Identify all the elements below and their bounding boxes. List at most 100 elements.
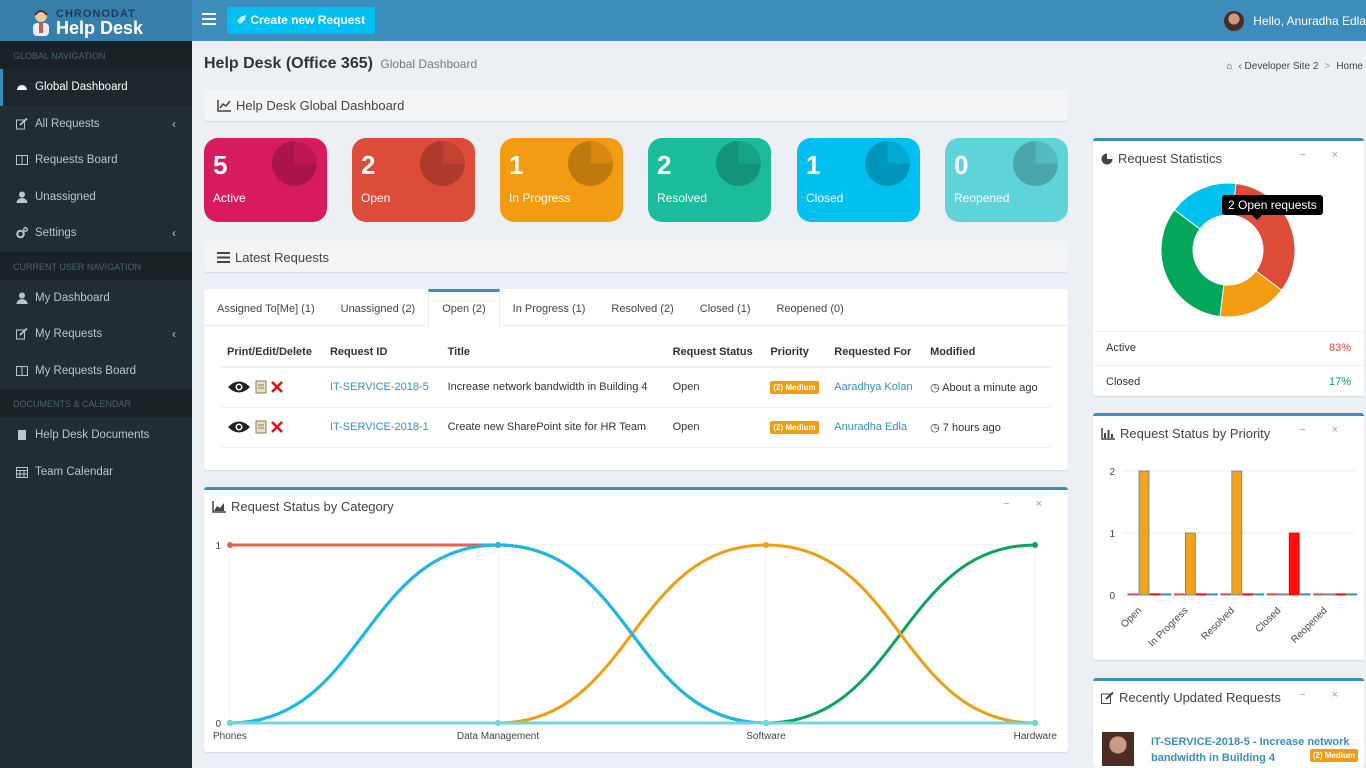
breadcrumb: ⌂ ‹ Developer Site 2 > Home <box>1226 61 1363 72</box>
close-icon[interactable]: × <box>1035 498 1042 510</box>
breadcrumb-site[interactable]: ‹ Developer Site 2 <box>1238 61 1319 72</box>
clock-icon: ◷ <box>930 381 940 394</box>
table-row: IT-SERVICE-2018-5 Increase network bandw… <box>221 367 1051 408</box>
request-id-link[interactable]: IT-SERVICE-2018-1 <box>329 421 429 433</box>
top-navbar: CHRONODAT Help Desk ✐ Create new Request… <box>0 0 1366 41</box>
create-request-label: Create new Request <box>250 13 366 27</box>
eye-icon[interactable] <box>227 420 251 434</box>
bar-reopened[interactable] <box>1324 593 1336 596</box>
close-icon[interactable]: × <box>1331 149 1338 161</box>
x-tick-label: Resolved <box>1200 605 1237 642</box>
column-header: Priority <box>764 342 829 368</box>
tab-open-2[interactable]: Open (2) <box>428 289 500 327</box>
sidebar-item-help-desk-documents[interactable]: Help Desk Documents <box>0 417 192 454</box>
sidebar-item-settings[interactable]: Settings ‹ <box>0 215 192 252</box>
data-point[interactable] <box>1032 542 1038 548</box>
bar-open[interactable] <box>1160 593 1172 596</box>
y-tick-label: 0 <box>1109 591 1115 602</box>
requested-for-link[interactable]: Anuradha Edla <box>834 421 908 433</box>
tab-in-progress-1[interactable]: In Progress (1) <box>512 303 586 315</box>
bar-resolved[interactable] <box>1242 593 1254 596</box>
stat-tile-reopened[interactable]: 0 Reopened <box>945 138 1068 222</box>
recent-item-link[interactable]: IT-SERVICE-2018-5 - Increase network ban… <box>1151 736 1350 764</box>
user-menu[interactable]: Hello, Anuradha Edla <box>1224 0 1366 41</box>
bar-reopened[interactable] <box>1335 593 1347 596</box>
data-point[interactable] <box>763 720 769 726</box>
tab-reopened-0[interactable]: Reopened (0) <box>776 303 844 315</box>
edit-document-icon[interactable] <box>254 380 268 394</box>
bar-closed[interactable] <box>1266 593 1278 596</box>
tile-count: 2 <box>657 150 672 180</box>
donut-slice-closed[interactable] <box>1173 182 1237 230</box>
stat-tile-closed[interactable]: 1 Closed <box>797 138 920 222</box>
collapse-icon[interactable]: − <box>1299 689 1306 701</box>
bar-open[interactable] <box>1149 593 1161 596</box>
delete-icon[interactable] <box>271 381 283 394</box>
tab-resolved-2[interactable]: Resolved (2) <box>611 303 674 315</box>
tab-closed-1[interactable]: Closed (1) <box>699 303 751 315</box>
stat-tile-open[interactable]: 2 Open <box>352 138 475 222</box>
donut-slice-resolved[interactable] <box>1160 209 1225 318</box>
priority-badge: (2) Medium <box>770 420 819 434</box>
edit-document-icon[interactable] <box>254 420 268 434</box>
data-point[interactable] <box>1032 720 1038 726</box>
bar-open[interactable] <box>1138 470 1150 596</box>
tab-unassigned-2[interactable]: Unassigned (2) <box>340 303 416 315</box>
series-line[interactable] <box>229 543 1035 725</box>
app-logo[interactable]: CHRONODAT Help Desk <box>0 0 192 41</box>
eye-icon[interactable] <box>227 380 251 394</box>
bar-closed[interactable] <box>1299 593 1311 596</box>
collapse-icon[interactable]: − <box>1299 149 1306 161</box>
sidebar-item-global-dashboard[interactable]: Global Dashboard <box>0 69 192 106</box>
sidebar-item-requests-board[interactable]: Requests Board <box>0 142 192 179</box>
bar-in-progress[interactable] <box>1185 532 1196 596</box>
dashboard-header-title: Help Desk Global Dashboard <box>236 98 405 113</box>
bar-resolved[interactable] <box>1231 470 1243 596</box>
bar-in-progress[interactable] <box>1174 593 1185 596</box>
brand-name: Help Desk <box>56 18 144 38</box>
create-request-button[interactable]: ✐ Create new Request <box>227 7 376 34</box>
sidebar-item-label: Unassigned <box>35 190 96 203</box>
request-id-link[interactable]: IT-SERVICE-2018-5 <box>329 381 429 394</box>
bar-resolved[interactable] <box>1253 593 1265 596</box>
bar-in-progress[interactable] <box>1196 593 1207 596</box>
bar-in-progress[interactable] <box>1207 593 1218 596</box>
requested-for-link[interactable]: Aaradhya Kolan <box>834 381 913 394</box>
sidebar-item-unassigned[interactable]: Unassigned <box>0 179 192 216</box>
delete-icon[interactable] <box>271 421 283 433</box>
columns-icon <box>16 365 28 377</box>
column-header: Request Status <box>666 342 765 368</box>
home-icon[interactable]: ⌂ <box>1226 61 1233 72</box>
sidebar-item-my-dashboard[interactable]: My Dashboard <box>0 280 192 317</box>
edit-icon <box>1101 691 1114 704</box>
tab-assigned-to-me-1[interactable]: Assigned To[Me] (1) <box>217 303 315 315</box>
close-icon[interactable]: × <box>1331 424 1338 436</box>
data-point[interactable] <box>495 720 501 726</box>
bar-open[interactable] <box>1127 593 1139 596</box>
sidebar-item-my-requests-board[interactable]: My Requests Board <box>0 353 192 390</box>
data-point[interactable] <box>227 542 233 548</box>
data-point[interactable] <box>763 542 769 548</box>
sidebar-item-all-requests[interactable]: All Requests ‹ <box>0 106 192 143</box>
sidebar-toggle-icon[interactable] <box>202 13 216 25</box>
bar-reopened[interactable] <box>1346 593 1358 596</box>
close-icon[interactable]: × <box>1331 689 1338 701</box>
bar-closed[interactable] <box>1288 532 1300 596</box>
stat-tile-resolved[interactable]: 2 Resolved <box>648 138 771 222</box>
tile-label: In Progress <box>509 191 571 205</box>
data-point[interactable] <box>227 720 233 726</box>
bar-closed[interactable] <box>1277 593 1289 596</box>
bar-resolved[interactable] <box>1220 593 1232 596</box>
pie-chart-icon <box>1101 153 1113 164</box>
collapse-icon[interactable]: − <box>1003 498 1010 510</box>
data-point[interactable] <box>495 542 501 548</box>
stat-tile-in-progress[interactable]: 1 In Progress <box>500 138 623 222</box>
stat-tile-active[interactable]: 5 Active <box>204 138 327 222</box>
breadcrumb-home[interactable]: Home <box>1336 61 1363 72</box>
bar-reopened[interactable] <box>1313 593 1325 596</box>
bar-chart-icon <box>1101 427 1115 440</box>
sidebar-item-my-requests[interactable]: My Requests ‹ <box>0 316 192 353</box>
request-tabs: Assigned To[Me] (1) Unassigned (2) Open (2… <box>204 289 1068 327</box>
collapse-icon[interactable]: − <box>1299 424 1306 436</box>
sidebar-item-team-calendar[interactable]: Team Calendar <box>0 454 192 491</box>
